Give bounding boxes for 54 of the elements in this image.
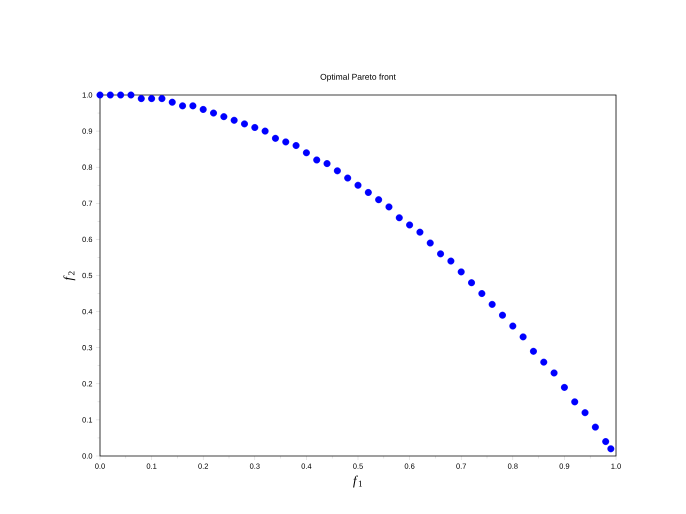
y-axis-title: f$_{2}$ [63, 271, 76, 280]
point [240, 120, 248, 128]
point [251, 124, 258, 131]
point [416, 228, 424, 236]
point [437, 250, 444, 258]
point [406, 221, 414, 228]
point [571, 398, 578, 406]
point [550, 369, 558, 376]
point [488, 300, 496, 308]
x-axis-title: f$_{1}$ [353, 476, 362, 488]
point [478, 290, 486, 298]
point [520, 333, 527, 340]
point [344, 174, 352, 182]
point [607, 445, 614, 452]
point [302, 149, 310, 156]
point [602, 438, 610, 446]
point [334, 167, 341, 174]
point [560, 384, 568, 391]
point [179, 102, 186, 110]
point [498, 312, 506, 319]
point [272, 134, 279, 142]
point [230, 116, 238, 124]
point [354, 182, 362, 189]
point [262, 128, 269, 135]
point [540, 358, 548, 366]
chart-title: Optimal Pareto front [320, 74, 396, 82]
point [96, 91, 104, 98]
point [385, 203, 392, 210]
point [447, 258, 454, 265]
point [220, 113, 228, 120]
point [282, 138, 290, 146]
point [364, 188, 372, 196]
point [148, 95, 156, 102]
point [375, 196, 382, 204]
point [313, 156, 320, 164]
point [292, 142, 300, 150]
point [468, 279, 476, 286]
point [168, 98, 176, 106]
point [509, 322, 516, 330]
point [138, 95, 145, 102]
point [396, 214, 403, 222]
point [324, 160, 331, 168]
point [426, 240, 434, 247]
point [458, 268, 465, 276]
point [200, 106, 207, 113]
point [127, 91, 134, 98]
point [210, 110, 218, 117]
point [592, 424, 599, 431]
point [117, 91, 124, 98]
point [582, 409, 589, 416]
point [158, 95, 166, 102]
point [530, 348, 537, 355]
point [106, 91, 114, 98]
point [189, 102, 196, 110]
